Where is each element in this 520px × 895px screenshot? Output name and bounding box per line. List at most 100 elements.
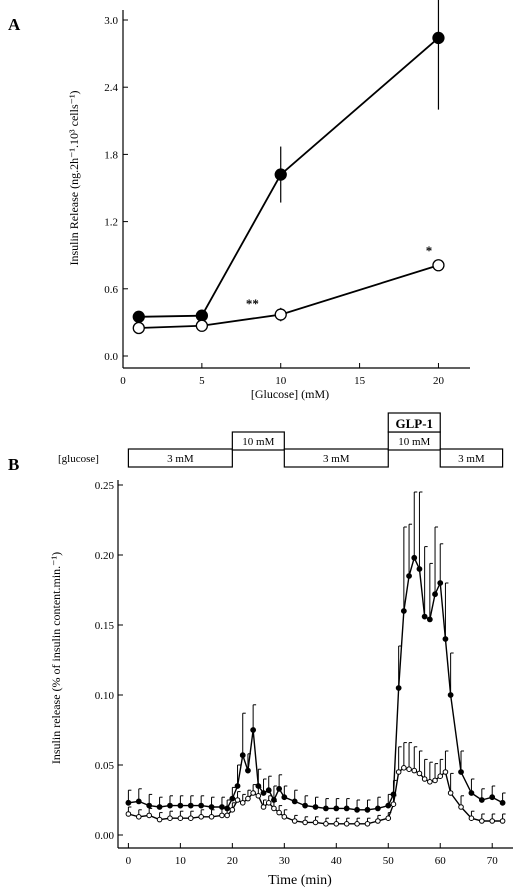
panel-b-open-point (333, 821, 340, 827)
panel-b-open-point (255, 793, 262, 799)
panel-b-x-tick-label: 40 (331, 855, 343, 867)
panel-b-x-axis-title: Time (min) (268, 873, 332, 888)
panel-b-open-point (291, 818, 298, 824)
panel-b-open-point (198, 814, 204, 820)
panel-b-y-tick-label: 0.25 (95, 480, 115, 492)
panel-b-open-point (401, 765, 407, 771)
protocol-segment-box (439, 448, 504, 468)
panel-b-filled-point (416, 566, 423, 572)
panel-b-open-point (343, 821, 350, 827)
panel-a-x-tick-label: 10 (275, 375, 287, 387)
panel-a-x-axis-title: [Glucose] (mM) (251, 387, 329, 401)
panel-b-filled-point (125, 799, 132, 806)
panel-b-open-point (260, 804, 267, 810)
panel-b-filled-point (250, 727, 257, 733)
panel-b-open-point (354, 821, 360, 827)
glucose-row-label: [glucose] (58, 453, 99, 465)
panel-a-y-tick-label: 0.6 (104, 284, 118, 296)
panel-b-filled-point (478, 797, 485, 803)
panel-b-open-point (276, 809, 282, 816)
panel-b-open-point (411, 767, 418, 774)
panel-b-plot: 0.00 0.05 0.10 0.15 0.20 0.25 0 10 20 30 40 50 60 70 (95, 480, 513, 867)
panel-a-significance-marker: ** (246, 296, 259, 311)
protocol-segment-box (283, 448, 389, 468)
panel-b-filled-point (146, 802, 153, 809)
panel-b-filled-point (281, 794, 288, 801)
panel-b-open-point (323, 821, 329, 827)
panel-b-filled-point (276, 785, 283, 792)
panel-a-x-tick-label: 20 (433, 375, 445, 387)
panel-b-open-point (395, 769, 402, 775)
panel-a-y-tick-label: 1.2 (104, 217, 118, 229)
panel-b-open-point (135, 814, 142, 820)
glucose-protocol: 3 mM 10 mM 3 mM 10 mM 3 mM GLP-1 (127, 412, 504, 468)
protocol-segment-box (231, 431, 285, 451)
panel-b-y-axis-title: Insulin release (% of insulin content.mi… (49, 552, 63, 764)
panel-b-open-point (167, 815, 173, 822)
panel-b-filled-point (302, 802, 309, 809)
panel-b-filled-point (167, 802, 173, 809)
panel-b-x-tick-label: 30 (279, 855, 291, 867)
panel-b-filled-point (385, 802, 392, 809)
panel-b-filled-point (322, 805, 329, 812)
panel-b-open-point (432, 777, 438, 784)
panel-a-filled-point (274, 168, 287, 181)
panel-b-filled-point (364, 806, 371, 813)
panel-a-y-axis-title: Insulin Release (ng.2h⁻¹.10³ cells⁻¹) (67, 90, 81, 265)
panel-b-open-point (229, 807, 236, 813)
panel-b-open-point (385, 815, 392, 822)
panel-a-filled-point (432, 31, 445, 45)
panel-b-open-point (146, 812, 152, 819)
panel-b-filled-point (374, 805, 381, 812)
panel-a-y-tick-label: 2.4 (104, 82, 118, 94)
panel-b-open-point (416, 770, 423, 777)
panel-a-open-point (132, 321, 145, 335)
panel-a-x-tick-label: 5 (199, 375, 205, 387)
panel-b-filled-point (499, 799, 506, 806)
panel-b-open-point (125, 811, 132, 817)
panel-b-filled-point (187, 802, 194, 809)
panel-b-y-tick-label: 0.05 (95, 760, 115, 772)
panel-b-filled-point (468, 790, 475, 796)
panel-b-filled-point (234, 783, 241, 789)
panel-b-y-tick-label: 0.10 (95, 690, 115, 702)
panel-b-open-point (156, 816, 163, 823)
panel-a-filled-point (195, 309, 209, 322)
panel-b-filled-point (406, 573, 412, 579)
panel-b-filled-point (333, 805, 340, 812)
panel-b-filled-point (239, 752, 246, 759)
panel-a-y-tick-label: 1.8 (104, 149, 118, 161)
protocol-segment-label: 3 mM (167, 453, 194, 465)
panel-b-x-tick-label: 10 (175, 855, 187, 867)
panel-b-filled-point (411, 554, 418, 561)
panel-b-open-point (302, 819, 308, 826)
panel-b-open-point (468, 815, 475, 822)
panel-b-open-point (406, 766, 412, 773)
panel-a-y-tick-label: 0.0 (104, 351, 118, 363)
panel-b-filled-point (426, 616, 433, 623)
panel-b-open-point (312, 819, 319, 826)
panel-b-filled-point (442, 636, 449, 642)
panel-b-filled-point (489, 794, 496, 801)
panel-b-filled-point (395, 685, 402, 691)
panel-b-filled-point (291, 798, 298, 805)
panel-a-filled-point (132, 310, 145, 323)
panel-a-open-point (432, 259, 445, 272)
panel-b-filled-point (208, 804, 215, 810)
panel-b-open-point (177, 815, 184, 822)
panel-b-filled-point (198, 802, 205, 809)
panel-b-y-tick-label: 0.20 (95, 550, 115, 562)
panel-b-open-point (224, 812, 230, 819)
panel-b-open-point (489, 818, 496, 824)
panel-b-filled-point (245, 767, 251, 774)
panel-b-filled-point (447, 692, 454, 698)
panel-a-label: A (8, 15, 21, 34)
panel-b-filled-point (229, 795, 236, 802)
panel-a-open-point (195, 319, 209, 332)
panel-b-open-point (239, 800, 246, 806)
panel-b-filled-point (343, 805, 350, 812)
panel-b-open-point (187, 815, 194, 822)
glp-1-label: GLP-1 (395, 416, 433, 431)
panel-b-filled-point (458, 769, 464, 775)
